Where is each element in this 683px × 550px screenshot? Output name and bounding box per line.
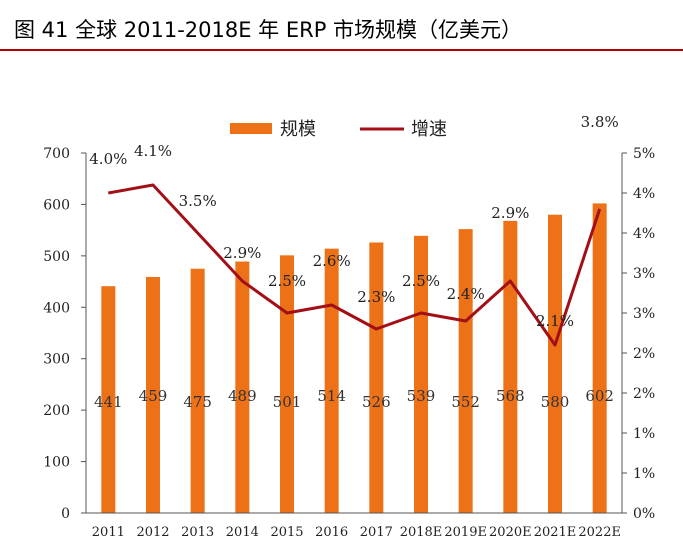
bar-2014 [235, 261, 250, 513]
x-tick-label: 2013 [181, 525, 214, 540]
x-tick-label: 2011 [92, 525, 125, 540]
growth-value-label: 3.5% [179, 192, 217, 210]
bar-2012 [146, 276, 160, 513]
left-tick-label: 700 [43, 146, 70, 162]
bar-2019E [458, 229, 473, 513]
growth-value-label: 2.9% [491, 204, 529, 222]
x-tick-label: 2018E [400, 525, 443, 540]
right-tick-label: 2% [633, 386, 655, 402]
growth-value-label: 4.1% [134, 142, 172, 160]
growth-value-labels: 4.0% 4.1% 3.5% 2.9% 2.5% 2.6% 2.3% 2.5% 2.4% 2.9%… [89, 113, 618, 330]
x-tick-label: 2019E [444, 525, 487, 540]
right-tick-label: 1% [633, 466, 655, 482]
bar-value-label: 501 [273, 393, 302, 411]
right-tick-label: 1% [633, 426, 655, 442]
x-axis: 2011 2012 2013 2014 2015 2016 2017 2018E 2019E 20… [86, 512, 622, 540]
bar-value-labels: 441 459 475 489 501 514 526 539 552 568 580 602 [94, 387, 614, 411]
bar-value-label: 514 [317, 387, 346, 405]
bar-value-label: 552 [451, 393, 480, 411]
left-tick-label: 500 [43, 249, 70, 265]
bar-value-label: 489 [228, 387, 257, 405]
x-tick-label: 2014 [226, 525, 259, 540]
bar-2013 [190, 268, 205, 513]
right-y-axis: 0% 1% 1% 2% 2% 3% 3% 4% 4% 5% [621, 146, 655, 522]
right-tick-label: 4% [633, 226, 655, 242]
growth-value-label: 2.5% [402, 272, 440, 290]
growth-value-label: 2.5% [268, 272, 306, 290]
right-tick-label: 4% [633, 186, 655, 202]
bar-value-label: 459 [139, 387, 168, 405]
x-tick-label: 2015 [270, 525, 303, 540]
left-tick-label: 0 [61, 506, 70, 522]
growth-line [108, 183, 602, 347]
bar-2021E [548, 214, 562, 513]
bar-value-label: 475 [183, 393, 212, 411]
right-tick-label: 2% [633, 346, 655, 362]
x-tick-label: 2016 [315, 525, 348, 540]
right-tick-label: 5% [633, 146, 655, 162]
growth-value-label: 2.6% [313, 252, 351, 270]
x-tick-label: 2022E [578, 525, 621, 540]
legend-label-scale: 规模 [280, 119, 316, 140]
growth-value-label: 2.9% [223, 244, 261, 262]
growth-value-label: 4.0% [89, 150, 127, 168]
left-tick-label: 600 [43, 197, 70, 213]
chart-legend: 规模 增速 [230, 119, 447, 140]
right-tick-label: 0% [633, 506, 655, 522]
bar-value-label: 539 [407, 387, 436, 405]
bar-value-label: 580 [541, 393, 570, 411]
bar-value-label: 602 [585, 387, 614, 405]
bar-value-label: 568 [496, 387, 525, 405]
bar-2020E [503, 220, 518, 513]
bar-value-label: 441 [94, 393, 123, 411]
bar-2022E [592, 203, 607, 513]
growth-value-label: 2.1% [536, 312, 574, 330]
left-y-axis: 0 100 200 300 400 500 600 700 [43, 146, 87, 522]
figure-header: 图 41 全球 2011-2018E 年 ERP 市场规模（亿美元） [0, 0, 683, 51]
x-tick-label: 2012 [136, 525, 169, 540]
left-tick-label: 400 [43, 300, 70, 316]
x-tick-label: 2021E [534, 525, 577, 540]
left-tick-label: 200 [43, 403, 70, 419]
x-tick-label: 2017 [360, 525, 393, 540]
right-tick-label: 3% [633, 266, 655, 282]
bar-2015 [280, 255, 294, 514]
growth-line-series [108, 183, 602, 347]
x-tick-label: 2020E [489, 525, 532, 540]
bar-2017 [369, 242, 384, 513]
left-tick-label: 300 [43, 352, 70, 368]
left-tick-label: 100 [43, 455, 70, 471]
bar-series [101, 203, 607, 514]
figure-title: 图 41 全球 2011-2018E 年 ERP 市场规模（亿美元） [14, 18, 523, 42]
title-divider [0, 49, 683, 51]
growth-value-label: 2.3% [357, 288, 395, 306]
bar-2011 [101, 286, 116, 513]
bar-2018E [414, 235, 428, 514]
bar-value-label: 526 [362, 393, 391, 411]
legend-swatch-bar [230, 123, 272, 134]
bar-2016 [324, 248, 339, 513]
growth-value-label: 3.8% [581, 113, 619, 131]
legend-label-growth: 增速 [411, 119, 447, 140]
growth-value-label: 2.4% [447, 285, 485, 303]
right-tick-label: 3% [633, 306, 655, 322]
